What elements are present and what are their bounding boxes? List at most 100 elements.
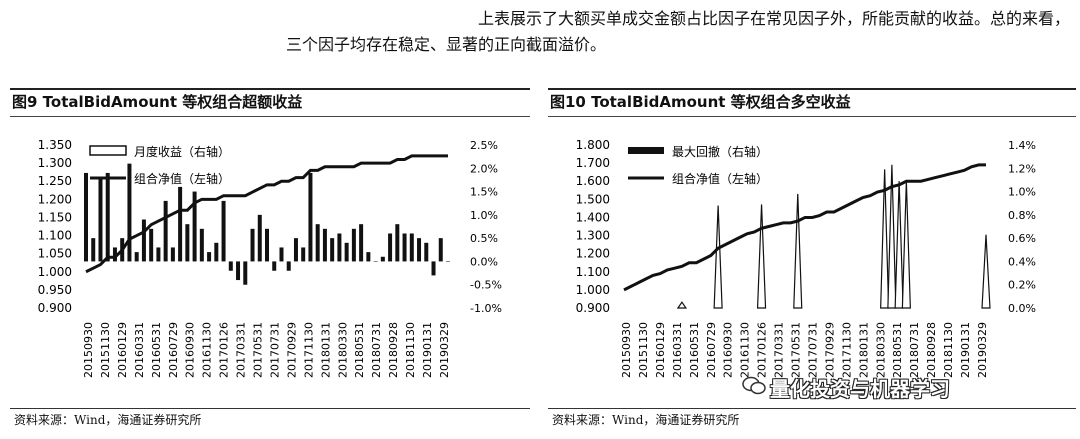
monthly-return-bar xyxy=(417,238,422,262)
monthly-return-bar xyxy=(446,261,450,262)
x-tick-label: 20180531 xyxy=(891,322,904,378)
x-tick-label: 20170929 xyxy=(285,322,298,378)
x-tick-label: 20180330 xyxy=(336,322,349,378)
monthly-return-bar xyxy=(344,242,349,262)
figure-9-chart: 0.900 0.950 1.000 1.050 1.100 1.150 1.200 1.250… xyxy=(38,138,502,378)
monthly-return-bar xyxy=(214,242,219,262)
x-tick-label: 20170731 xyxy=(268,322,281,378)
x-tick-label: 20171130 xyxy=(840,322,853,378)
x-tick-label: 20151130 xyxy=(99,322,112,378)
intro-paragraph: 上表展示了大额买单成交金额占比因子在常见因子外，所能贡献的收益。总的来看， 三个… xyxy=(280,6,1070,58)
y-left-tick-label: 1.600 xyxy=(576,174,610,188)
legend-series-2-label: 组合净值（左轴） xyxy=(134,171,230,186)
max-drawdown-area xyxy=(676,301,688,309)
x-tick-label: 20180731 xyxy=(908,322,921,378)
legend-bar-swatch xyxy=(89,145,127,156)
y-right-tick-label: 0.5% xyxy=(470,232,498,245)
monthly-return-bar xyxy=(337,233,342,262)
x-tick-label: 20181130 xyxy=(942,322,955,378)
x-tick-label: 20160531 xyxy=(688,322,701,378)
monthly-return-bar xyxy=(315,224,320,262)
legend-series-2-label: 组合净值（左轴） xyxy=(672,171,768,186)
monthly-return-bar xyxy=(192,191,197,262)
monthly-return-bar xyxy=(279,247,284,262)
x-tick-label: 20180531 xyxy=(353,322,366,378)
x-tick-label: 20151130 xyxy=(637,322,650,378)
max-drawdown-area xyxy=(901,181,911,309)
net-value-line xyxy=(85,154,448,274)
x-tick-label: 20170126 xyxy=(756,322,769,378)
y-right-tick-label: 1.2% xyxy=(1008,162,1036,175)
max-drawdown-area xyxy=(756,204,767,309)
y-right-tick-label: -1.0% xyxy=(470,302,502,315)
y-left-tick-label: 1.100 xyxy=(576,265,610,279)
x-tick-label: 20160930 xyxy=(722,322,735,378)
monthly-return-bar xyxy=(293,238,298,262)
figure-9-title: 图9 TotalBidAmount 等权组合超额收益 xyxy=(10,88,530,117)
y-right-tick-label: 0.0% xyxy=(1008,302,1036,315)
wechat-icon xyxy=(742,376,766,395)
y-left-tick-label: 1.400 xyxy=(576,210,610,224)
y-left-tick-label: 1.150 xyxy=(38,210,72,224)
monthly-return-bar xyxy=(366,252,371,262)
monthly-return-bar xyxy=(112,247,117,262)
y-left-tick-label: 1.350 xyxy=(38,138,72,152)
x-tick-label: 20160331 xyxy=(671,322,684,378)
figure-10-panel: 图10 TotalBidAmount 等权组合多空收益 0.900 1.000 1.… xyxy=(548,88,1076,439)
monthly-return-bar xyxy=(395,224,400,262)
intro-line-1: 上表展示了大额买单成交金额占比因子在常见因子外，所能贡献的收益。总的来看， xyxy=(477,9,1070,28)
monthly-return-bar xyxy=(308,172,313,262)
y-left-tick-label: 1.200 xyxy=(576,247,610,261)
monthly-return-bar xyxy=(91,238,96,262)
y-left-tick-label: 1.200 xyxy=(38,192,72,206)
monthly-return-bar xyxy=(373,261,378,262)
y-right-tick-label: 1.0% xyxy=(470,209,498,222)
x-tick-label: 20170126 xyxy=(218,322,231,378)
monthly-return-bar xyxy=(243,261,248,285)
y-right-tick-label: 0.0% xyxy=(470,255,498,268)
x-tick-label: 20170331 xyxy=(235,322,248,378)
monthly-return-bar xyxy=(134,252,139,262)
x-tick-label: 20180731 xyxy=(370,322,383,378)
x-tick-label: 20170331 xyxy=(773,322,786,378)
monthly-return-bar xyxy=(431,261,436,276)
x-tick-label: 20190131 xyxy=(421,322,434,378)
intro-line-2: 三个因子均存在稳定、显著的正向截面溢价。 xyxy=(286,35,607,54)
x-tick-label: 20160729 xyxy=(167,322,180,378)
monthly-return-bar xyxy=(185,224,190,262)
monthly-return-bar xyxy=(330,238,335,262)
y-right-tick-label: 1.0% xyxy=(1008,186,1036,199)
y-left-tick-label: 1.250 xyxy=(38,174,72,188)
monthly-return-bar xyxy=(178,186,183,262)
x-tick-label: 20180928 xyxy=(925,322,938,378)
max-drawdown-area xyxy=(793,193,803,309)
monthly-return-bar xyxy=(351,228,356,262)
legend-area-swatch xyxy=(628,147,664,154)
y-left-tick-label: 1.000 xyxy=(576,283,610,297)
monthly-return-bar xyxy=(127,163,132,262)
figure-10-title: 图10 TotalBidAmount 等权组合多空收益 xyxy=(548,88,1076,117)
x-tick-label: 20170731 xyxy=(806,322,819,378)
x-tick-label: 20160331 xyxy=(133,322,146,378)
x-tick-label: 20190329 xyxy=(438,322,451,378)
monthly-return-bar xyxy=(388,233,393,262)
y-left-tick-label: 1.300 xyxy=(38,156,72,170)
x-tick-label: 20180131 xyxy=(319,322,332,378)
monthly-return-bar xyxy=(322,228,327,262)
max-drawdown-area xyxy=(713,205,723,309)
y-right-tick-label: 2.0% xyxy=(470,162,498,175)
monthly-return-bar xyxy=(265,228,269,262)
max-drawdown-area xyxy=(880,169,890,309)
monthly-return-bar xyxy=(98,177,103,262)
y-left-tick-label: 0.900 xyxy=(38,301,72,315)
y-left-tick-label: 1.000 xyxy=(38,265,72,279)
monthly-return-bar xyxy=(272,261,277,271)
monthly-return-bar xyxy=(141,219,146,262)
monthly-return-bar xyxy=(221,200,226,262)
x-tick-label: 20180330 xyxy=(874,322,887,378)
y-right-tick-label: 0.2% xyxy=(1008,279,1036,292)
y-left-tick-label: 0.900 xyxy=(576,301,610,315)
y-right-tick-label: 0.6% xyxy=(1008,232,1036,245)
monthly-return-bar xyxy=(236,261,241,281)
monthly-return-bar xyxy=(163,200,168,262)
